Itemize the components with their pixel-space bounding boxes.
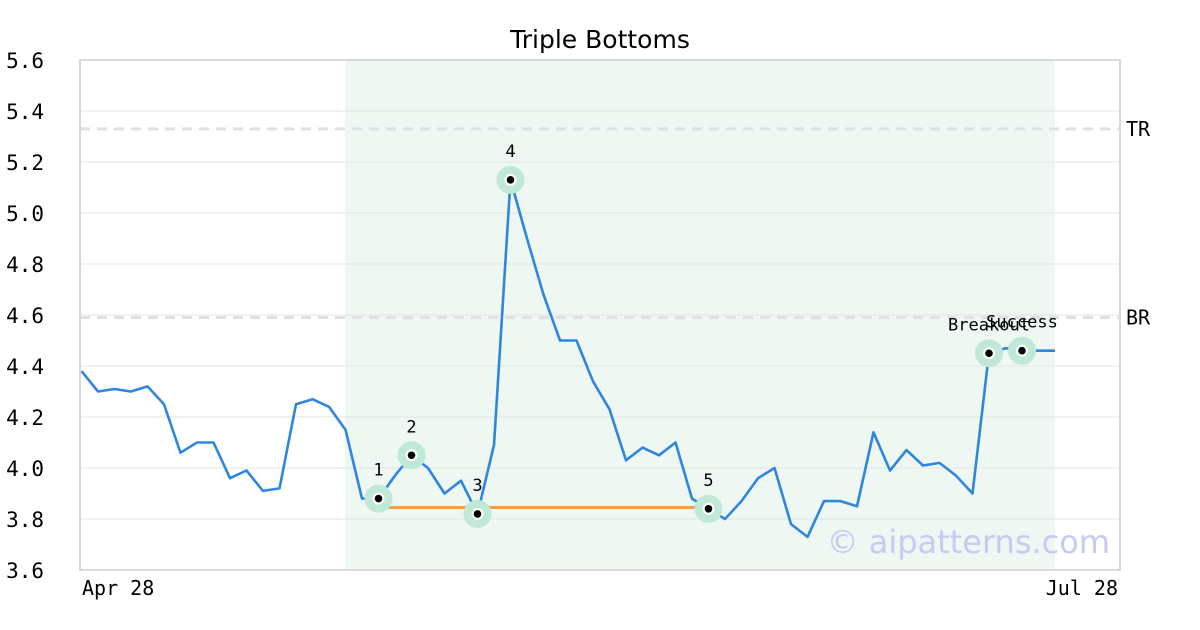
chart-title: Triple Bottoms — [509, 25, 690, 54]
x-tick-label: Apr 28 — [82, 576, 154, 600]
plot-frame — [79, 59, 1121, 571]
x-tick-label: Jul 28 — [1046, 576, 1118, 600]
y-tick-label: 4.8 — [6, 253, 44, 277]
pattern-point-dot — [506, 176, 515, 184]
y-tick-label: 4.6 — [6, 304, 44, 328]
pattern-point-dot — [374, 494, 383, 503]
pattern-point-label: 3 — [472, 476, 482, 496]
watermark: © aipatterns.com — [827, 523, 1110, 561]
y-tick-label: 4.4 — [6, 355, 44, 379]
pattern-point-label: Breakout — [948, 315, 1030, 335]
y-tick-label: 5.6 — [6, 49, 44, 73]
y-tick-label: 5.2 — [6, 151, 44, 175]
pattern-point-dot — [985, 349, 993, 358]
y-tick-label: 3.8 — [6, 508, 44, 532]
y-tick-label: 4.2 — [6, 406, 44, 430]
price-line — [80, 178, 1055, 539]
pattern-point-label: Success — [986, 313, 1058, 333]
pattern-point-label: 2 — [406, 417, 416, 437]
pattern-point-dot — [473, 510, 482, 518]
y-tick-label: 5.0 — [6, 202, 44, 226]
pattern-point-dot — [407, 451, 416, 460]
pattern-point-label: 1 — [373, 461, 383, 481]
y-tick-label: 3.6 — [6, 559, 44, 583]
pattern-point-label: 5 — [703, 471, 713, 491]
y-tick-label: 5.4 — [6, 100, 44, 124]
reference-line-label: BR — [1126, 306, 1151, 330]
pattern-point-dot — [704, 505, 713, 513]
y-tick-label: 4.0 — [6, 457, 44, 481]
pattern-point-dot — [1018, 346, 1026, 355]
reference-line-label: TR — [1126, 117, 1151, 141]
pattern-point-label: 4 — [505, 142, 515, 162]
